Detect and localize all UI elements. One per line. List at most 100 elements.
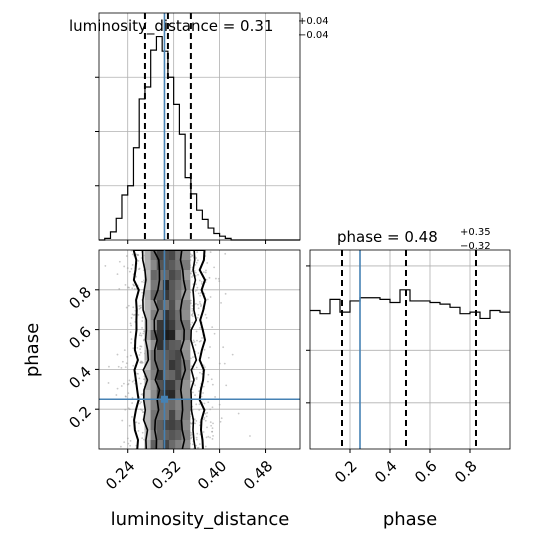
scatter-point: [141, 320, 144, 322]
scatter-point: [131, 396, 134, 399]
scatter-point: [198, 300, 201, 303]
density-bin: [169, 390, 179, 400]
scatter-point: [212, 434, 214, 437]
density-bin: [169, 300, 179, 310]
scatter-point: [209, 296, 212, 298]
scatter-point: [200, 281, 203, 283]
density-bin: [162, 300, 172, 310]
joint-y-tick-label-1: 0.4: [65, 363, 95, 393]
density-bin: [156, 310, 166, 320]
luminosity-distance-title-lower: −0.04: [298, 30, 329, 41]
density-bin: [181, 410, 191, 420]
density-bin: [181, 300, 191, 310]
density-bin: [175, 310, 185, 320]
scatter-point: [207, 435, 210, 438]
density-bin: [162, 320, 172, 330]
scatter-point: [138, 334, 141, 337]
density-bin: [162, 310, 172, 320]
scatter-point: [139, 402, 141, 405]
density-bin: [156, 440, 166, 449]
scatter-point: [140, 401, 142, 403]
density-bin: [162, 330, 172, 340]
scatter-point: [189, 299, 192, 302]
scatter-point: [203, 418, 205, 421]
density-bin: [169, 310, 179, 320]
contour-inner: [152, 250, 187, 449]
scatter-point: [192, 339, 195, 342]
scatter-point: [205, 269, 207, 272]
scatter-point: [139, 304, 142, 307]
density-bin: [169, 410, 179, 420]
scatter-point: [198, 279, 201, 282]
density-bin: [175, 420, 185, 430]
density-bin: [162, 390, 172, 400]
density-bin: [150, 270, 160, 280]
scatter-point: [141, 326, 143, 329]
scatter-point: [202, 271, 205, 273]
scatter-point: [125, 395, 127, 398]
scatter-point: [208, 276, 211, 279]
scatter-point: [134, 313, 136, 316]
scatter-point: [129, 439, 132, 442]
scatter-point: [190, 436, 193, 439]
density-bin: [181, 330, 191, 340]
scatter-point: [141, 291, 144, 294]
density-bin: [150, 360, 160, 370]
scatter-point: [207, 356, 210, 359]
scatter-point: [205, 415, 208, 418]
density-bin: [156, 250, 166, 260]
scatter-point: [141, 437, 144, 440]
scatter-point: [204, 271, 207, 274]
density-bin: [162, 270, 172, 280]
density-bin: [181, 430, 191, 440]
density-bin: [156, 380, 166, 390]
scatter-point: [130, 324, 132, 327]
scatter-point: [200, 339, 202, 342]
phase-x-tick-label-2: 0.6: [411, 457, 441, 487]
density-bin: [181, 360, 191, 370]
density-bin: [144, 340, 154, 350]
scatter-point: [209, 408, 212, 411]
scatter-point: [211, 427, 214, 430]
luminosity-distance-title: luminosity_distance = 0.31: [69, 17, 273, 36]
density-bin: [162, 260, 172, 270]
density-bin: [169, 260, 179, 270]
density-bin: [162, 360, 172, 370]
density-bin: [162, 340, 172, 350]
scatter-point: [129, 331, 132, 334]
scatter-point: [142, 411, 145, 413]
scatter-point: [139, 348, 141, 350]
scatter-point: [209, 251, 212, 253]
scatter-point: [203, 348, 206, 351]
scatter-point: [123, 349, 126, 352]
scatter-point: [129, 444, 132, 447]
scatter-point: [249, 435, 251, 437]
density-bin: [156, 320, 166, 330]
density-bin: [181, 310, 191, 320]
scatter-point: [107, 382, 110, 384]
density-bin: [181, 440, 191, 449]
density-bin: [150, 380, 160, 390]
joint-x-tick-label-3: 0.48: [240, 457, 276, 493]
scatter-point: [211, 438, 214, 440]
scatter-point: [120, 385, 123, 387]
scatter-point: [140, 334, 143, 337]
density-bin: [175, 300, 185, 310]
scatter-point: [204, 419, 207, 422]
scatter-point: [128, 424, 131, 427]
density-bin: [150, 340, 160, 350]
density-bin: [175, 290, 185, 300]
scatter-point: [133, 288, 136, 290]
density-bin: [150, 260, 160, 270]
scatter-point: [123, 441, 126, 444]
scatter-point: [217, 277, 220, 280]
scatter-point: [141, 431, 144, 434]
density-bin: [150, 290, 160, 300]
scatter-point: [142, 332, 145, 335]
phase-title-upper: +0.35: [460, 227, 491, 238]
scatter-point: [138, 422, 140, 425]
scatter-point: [139, 382, 142, 385]
scatter-point: [191, 254, 194, 257]
density-bin: [169, 290, 179, 300]
